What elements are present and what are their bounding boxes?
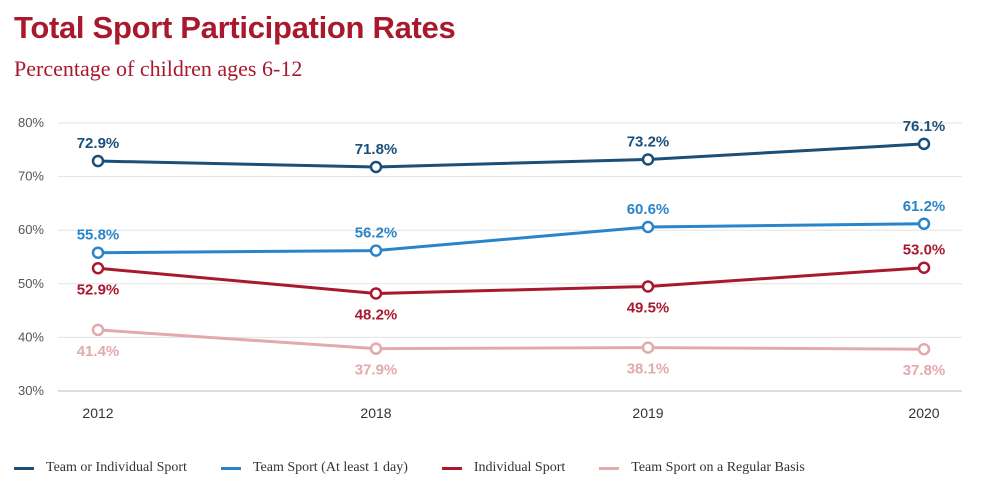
data-label: 55.8% (77, 227, 120, 244)
data-point (369, 244, 383, 257)
data-label: 56.2% (355, 225, 398, 242)
data-point (91, 262, 105, 275)
data-point (91, 323, 105, 337)
data-point (369, 287, 383, 300)
legend-label: Team Sport on a Regular Basis (631, 460, 805, 475)
data-label: 60.6% (627, 201, 670, 218)
data-label: 37.9% (355, 362, 398, 379)
legend-label: Team Sport (At least 1 day) (252, 460, 408, 475)
data-label: 52.9% (77, 281, 120, 298)
x-tick-label: 2020 (908, 405, 939, 421)
x-tick-label: 2012 (82, 405, 113, 421)
data-point (369, 342, 383, 355)
legend-item: Individual Sport (441, 460, 566, 476)
data-label: 53.0% (903, 242, 946, 259)
data-label: 49.5% (627, 299, 670, 316)
data-label: 37.8% (903, 362, 946, 379)
grid-lines (58, 122, 962, 392)
series-line (97, 222, 925, 255)
data-point (917, 261, 931, 274)
data-label: 76.1% (903, 118, 946, 135)
data-label: 73.2% (627, 133, 670, 150)
data-point (917, 342, 931, 356)
legend-swatch (14, 466, 34, 470)
x-axis-ticks: 2012 2018 2019 2020 (82, 405, 939, 421)
y-axis-ticks: 30% 40% 50% 60% 70% 80% (18, 115, 44, 398)
chart-title: Total Sport Participation Rates (14, 10, 456, 45)
data-label: 61.2% (903, 198, 946, 215)
y-tick-label: 50% (18, 276, 44, 291)
data-point (641, 153, 655, 166)
x-tick-label: 2018 (360, 405, 391, 421)
data-label: 72.9% (77, 135, 120, 152)
series-line (97, 266, 925, 295)
series-points (91, 137, 931, 356)
legend: Team or Individual Sport Team Sport (At l… (14, 460, 839, 476)
y-tick-label: 60% (18, 222, 44, 237)
y-tick-label: 80% (18, 115, 44, 130)
x-tick-label: 2019 (632, 405, 663, 421)
legend-label: Individual Sport (473, 460, 566, 475)
y-tick-label: 30% (18, 383, 44, 398)
chart-subtitle: Percentage of children ages 6-12 (14, 56, 303, 81)
legend-item: Team Sport on a Regular Basis (599, 460, 805, 476)
data-point (917, 137, 931, 151)
data-labels: 72.9% 71.8% 73.2% 76.1% 55.8% 56.2% 60.6% 61.2%… (77, 118, 946, 379)
data-label: 41.4% (77, 343, 120, 360)
legend-label: Team or Individual Sport (46, 460, 187, 475)
series-lines (97, 142, 925, 351)
line-chart: 30% 40% 50% 60% 70% 80% 2012 2018 2019 2020 72.9… (18, 115, 962, 421)
legend-swatch (441, 466, 462, 470)
series-line (97, 142, 925, 169)
series-line (97, 328, 925, 351)
data-label: 48.2% (355, 306, 398, 323)
data-point (91, 246, 105, 259)
y-tick-label: 70% (18, 169, 44, 184)
legend-swatch (599, 466, 620, 470)
data-point (369, 160, 383, 174)
legend-item: Team or Individual Sport (14, 460, 187, 476)
data-point (641, 220, 655, 234)
data-point (91, 154, 105, 168)
y-tick-label: 40% (18, 329, 44, 344)
data-point (641, 341, 655, 354)
legend-item: Team Sport (At least 1 day) (220, 460, 408, 476)
data-point (641, 280, 655, 293)
data-point (917, 217, 931, 231)
data-label: 38.1% (627, 361, 670, 378)
data-label: 71.8% (355, 141, 398, 158)
legend-swatch (220, 466, 241, 470)
